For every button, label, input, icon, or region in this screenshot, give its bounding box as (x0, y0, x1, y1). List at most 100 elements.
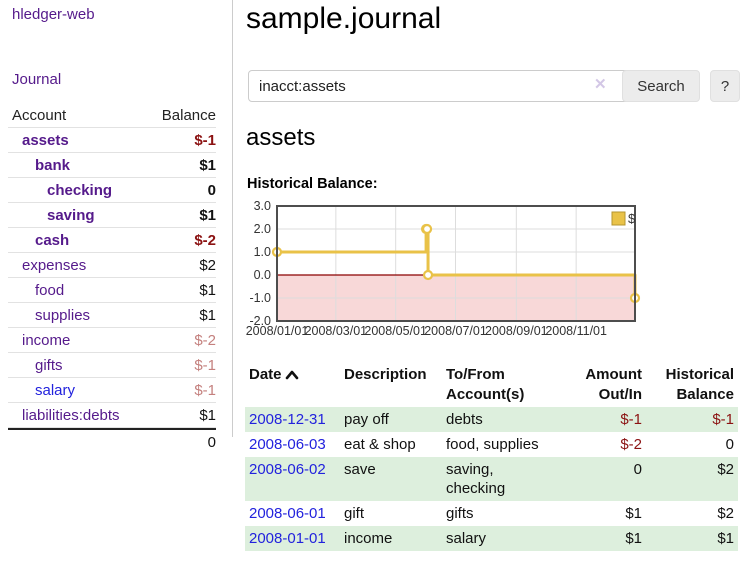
svg-text:-2.0: -2.0 (249, 314, 271, 328)
sort-ascending-icon (285, 370, 298, 380)
help-button[interactable]: ? (710, 70, 740, 102)
register-row: 2008-12-31 pay off debts $-1 $-1 (245, 407, 738, 432)
register-balance: $2 (717, 461, 734, 478)
account-row-expenses: expenses $2 (8, 253, 216, 278)
register-header-date[interactable]: Date (245, 363, 340, 407)
historical-balance-chart: $3.0 2.0 1.0 0.0 -1.0 -2.02008/01/012008/03/0… (246, 199, 641, 338)
account-row-assets: assets $-1 (8, 128, 216, 153)
register-row: 2008-06-02 save saving, checking 0 $2 (245, 457, 738, 501)
svg-text:2008/07/01: 2008/07/01 (424, 324, 487, 338)
account-row-salary: salary $-1 (8, 378, 216, 403)
svg-text:2.0: 2.0 (254, 222, 271, 236)
register-date-link[interactable]: 2008-06-02 (249, 461, 326, 478)
account-link-salary[interactable]: salary (35, 381, 76, 399)
register-date-link[interactable]: 2008-06-03 (249, 436, 326, 453)
register-accounts: salary (446, 530, 487, 547)
svg-text:2008/01/01: 2008/01/01 (246, 324, 309, 338)
account-row-food: food $1 (8, 278, 216, 303)
account-balance: $2 (199, 256, 216, 274)
account-link-liabilities-debts[interactable]: liabilities:debts (22, 406, 120, 424)
chart-title: Historical Balance: (247, 176, 378, 192)
register-amount: $1 (625, 505, 642, 522)
account-balance: $1 (199, 156, 216, 174)
svg-text:0.0: 0.0 (254, 268, 271, 282)
svg-text:3.0: 3.0 (254, 199, 271, 213)
register-accounts: debts (446, 411, 483, 428)
search-input[interactable] (248, 70, 632, 102)
svg-text:2008/11/01: 2008/11/01 (545, 324, 607, 338)
account-link-food[interactable]: food (35, 281, 65, 299)
account-balance: $-1 (194, 381, 216, 399)
account-link-supplies[interactable]: supplies (35, 306, 91, 324)
register-description: gift (344, 505, 365, 522)
page-title: sample.journal (246, 2, 442, 35)
register-date-link[interactable]: 2008-06-01 (249, 505, 326, 522)
account-row-checking: checking 0 (8, 178, 216, 203)
account-link-income[interactable]: income (22, 331, 71, 349)
account-row-liabilities-debts: liabilities:debts $1 (8, 403, 216, 428)
register-amount: $1 (625, 530, 642, 547)
register-balance: $1 (717, 530, 734, 547)
register-header-amount: Amount Out/In (585, 366, 642, 403)
search-button[interactable]: Search (622, 70, 700, 102)
account-link-saving[interactable]: saving (47, 206, 95, 224)
accounts-total-row: 0 (8, 428, 216, 454)
register-amount: $-2 (620, 436, 642, 453)
account-link-cash[interactable]: cash (35, 231, 70, 249)
account-balance: $1 (199, 406, 216, 424)
svg-text:$: $ (628, 211, 636, 226)
sidebar-divider (232, 0, 233, 437)
register-header-row: Date Description To/From Account(s) Amou… (245, 363, 738, 407)
register-accounts: food, supplies (446, 436, 539, 453)
account-balance: 0 (207, 181, 216, 199)
register-accounts: gifts (446, 505, 474, 522)
account-balance: $-2 (194, 331, 216, 349)
register-description: pay off (344, 411, 389, 428)
register-amount: 0 (633, 461, 642, 478)
register-balance: $2 (717, 505, 734, 522)
svg-text:-1.0: -1.0 (249, 291, 271, 305)
register-table: Date Description To/From Account(s) Amou… (245, 363, 738, 551)
accounts-header-balance: Balance (161, 106, 216, 124)
register-accounts: saving, checking (446, 461, 506, 497)
account-link-assets[interactable]: assets (22, 131, 69, 149)
account-row-saving: saving $1 (8, 203, 216, 228)
svg-text:2008/09/01: 2008/09/01 (485, 324, 548, 338)
register-header-account: To/From Account(s) (446, 366, 525, 403)
account-link-checking[interactable]: checking (47, 181, 113, 199)
svg-text:2008/03/01: 2008/03/01 (305, 324, 368, 338)
account-balance: $1 (199, 281, 216, 299)
register-description: save (344, 461, 376, 478)
account-heading: assets (246, 124, 316, 151)
brand-link[interactable]: hledger-web (12, 6, 95, 23)
register-balance: 0 (725, 436, 734, 453)
register-header-description: Description (344, 366, 427, 383)
register-description: income (344, 530, 393, 547)
account-balance: $-2 (194, 231, 216, 249)
account-link-bank[interactable]: bank (35, 156, 71, 174)
account-row-supplies: supplies $1 (8, 303, 216, 328)
account-balance: $1 (199, 306, 216, 324)
register-amount: $-1 (620, 411, 642, 428)
accounts-panel: Account Balance assets $-1 bank $1 check… (8, 103, 216, 454)
register-row: 2008-06-03 eat & shop food, supplies $-2… (245, 432, 738, 457)
account-link-gifts[interactable]: gifts (35, 356, 63, 374)
register-balance: $-1 (712, 411, 734, 428)
register-header-balance: Historical Balance (665, 366, 734, 403)
register-row: 2008-01-01 income salary $1 $1 (245, 526, 738, 551)
sidebar-item-journal[interactable]: Journal (12, 71, 62, 88)
account-balance: $-1 (194, 131, 216, 149)
account-link-expenses[interactable]: expenses (22, 256, 87, 274)
clear-search-icon[interactable]: ✕ (594, 76, 607, 93)
account-row-gifts: gifts $-1 (8, 353, 216, 378)
account-balance: $1 (199, 206, 216, 224)
register-header-date-label: Date (249, 366, 282, 383)
register-row: 2008-06-01 gift gifts $1 $2 (245, 501, 738, 526)
account-row-income: income $-2 (8, 328, 216, 353)
account-row-cash: cash $-2 (8, 228, 216, 253)
accounts-total-value: 0 (207, 433, 216, 451)
register-description: eat & shop (344, 436, 416, 453)
svg-text:1.0: 1.0 (254, 245, 271, 259)
register-date-link[interactable]: 2008-01-01 (249, 530, 326, 547)
register-date-link[interactable]: 2008-12-31 (249, 411, 326, 428)
